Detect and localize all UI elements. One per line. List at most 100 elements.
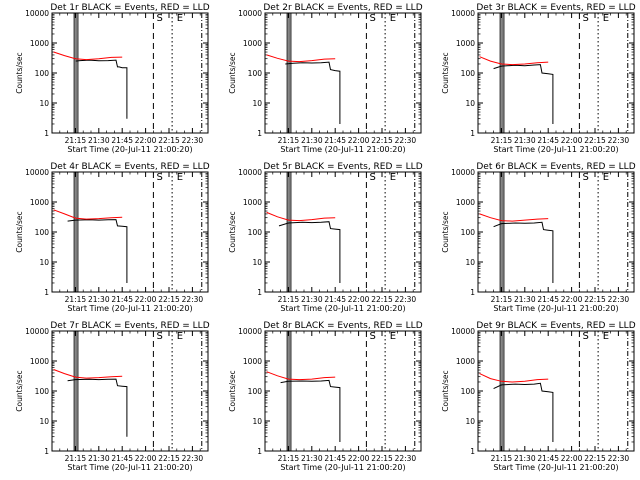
y-tick-label: 1 bbox=[44, 447, 49, 456]
end-marker-label: E bbox=[177, 13, 183, 24]
plot-frame bbox=[477, 12, 635, 134]
x-tick-label: 21:15 bbox=[491, 454, 513, 463]
y-tick-label: 100 bbox=[461, 69, 476, 78]
chart-title: Det 1r BLACK = Events, RED = LLD bbox=[50, 3, 209, 13]
start-marker-label: S bbox=[369, 331, 375, 342]
events-series-line bbox=[75, 59, 128, 119]
x-tick-label: 21:30 bbox=[301, 454, 323, 463]
x-tick-label: 21:45 bbox=[324, 454, 346, 463]
events-series-line bbox=[278, 221, 341, 283]
x-tick-label: 21:15 bbox=[491, 295, 513, 304]
x-tick-label: 21:30 bbox=[301, 136, 323, 145]
x-tick-label: 21:45 bbox=[111, 454, 133, 463]
y-tick-label: 1000 bbox=[30, 198, 49, 207]
y-tick-label: 1000 bbox=[243, 198, 262, 207]
detector-chart-1: Det 1r BLACK = Events, RED = LLD 1 10 100 10… bbox=[15, 3, 210, 154]
start-marker-label: S bbox=[582, 331, 588, 342]
events-series-line bbox=[285, 61, 341, 124]
y-tick-label: 10000 bbox=[238, 9, 262, 18]
start-marker-label: S bbox=[156, 331, 162, 342]
plot-frame bbox=[264, 171, 422, 293]
x-tick-label: 22:00 bbox=[348, 136, 370, 145]
plot-frame bbox=[51, 12, 209, 134]
end-marker-label: E bbox=[603, 172, 609, 183]
events-series-line bbox=[493, 64, 554, 124]
x-tick-label: 22:15 bbox=[371, 136, 393, 145]
x-tick-label: 21:45 bbox=[324, 295, 346, 304]
x-tick-label: 22:15 bbox=[584, 136, 606, 145]
x-axis-label: Start Time (20-Jul-11 21:00:20) bbox=[280, 145, 405, 154]
x-tick-label: 22:30 bbox=[182, 454, 204, 463]
detector-chart-8: Det 8r BLACK = Events, RED = LLD 1 10 100 10… bbox=[228, 321, 423, 472]
y-tick-label: 1 bbox=[44, 288, 49, 297]
x-tick-label: 22:00 bbox=[561, 454, 583, 463]
events-series-line bbox=[280, 379, 341, 442]
chart-title: Det 9r BLACK = Events, RED = LLD bbox=[476, 321, 635, 331]
detector-chart-7: Det 7r BLACK = Events, RED = LLD 1 10 100 10… bbox=[15, 321, 210, 472]
y-axis-label: Counts/sec bbox=[441, 370, 450, 411]
start-marker-label: S bbox=[156, 13, 162, 24]
end-marker-label: E bbox=[603, 331, 609, 342]
y-tick-label: 1 bbox=[470, 288, 475, 297]
x-tick-label: 22:00 bbox=[348, 295, 370, 304]
x-tick-label: 22:30 bbox=[395, 454, 417, 463]
x-tick-label: 22:30 bbox=[395, 136, 417, 145]
events-series-line bbox=[67, 219, 128, 283]
lld-series-line bbox=[53, 51, 123, 61]
x-tick-label: 21:15 bbox=[278, 454, 300, 463]
x-axis-label: Start Time (20-Jul-11 21:00:20) bbox=[493, 463, 618, 472]
y-tick-label: 10 bbox=[252, 99, 262, 108]
lld-series-line bbox=[266, 211, 336, 222]
x-tick-label: 22:00 bbox=[561, 136, 583, 145]
end-marker-label: E bbox=[177, 172, 183, 183]
end-marker-label: E bbox=[390, 172, 396, 183]
detector-chart-4: Det 4r BLACK = Events, RED = LLD 1 10 100 10… bbox=[15, 162, 210, 313]
start-marker-label: S bbox=[156, 172, 162, 183]
x-tick-label: 22:15 bbox=[584, 295, 606, 304]
x-axis-label: Start Time (20-Jul-11 21:00:20) bbox=[280, 304, 405, 313]
y-tick-label: 1000 bbox=[30, 357, 49, 366]
events-series-line bbox=[493, 221, 554, 283]
y-tick-label: 1 bbox=[470, 447, 475, 456]
y-tick-label: 10 bbox=[465, 417, 475, 426]
y-tick-label: 1000 bbox=[456, 198, 475, 207]
chart-title: Det 2r BLACK = Events, RED = LLD bbox=[263, 3, 422, 13]
x-tick-label: 22:00 bbox=[135, 136, 157, 145]
y-axis-label: Counts/sec bbox=[441, 211, 450, 252]
y-tick-label: 100 bbox=[461, 228, 476, 237]
plot-frame bbox=[51, 171, 209, 293]
y-tick-label: 100 bbox=[248, 387, 263, 396]
x-tick-label: 21:30 bbox=[88, 454, 110, 463]
x-tick-label: 22:15 bbox=[158, 136, 180, 145]
y-axis-label: Counts/sec bbox=[228, 370, 237, 411]
y-tick-label: 100 bbox=[35, 387, 50, 396]
y-tick-label: 100 bbox=[461, 387, 476, 396]
x-tick-label: 22:30 bbox=[182, 136, 204, 145]
start-marker-label: S bbox=[369, 172, 375, 183]
detector-chart-6: Det 6r BLACK = Events, RED = LLD 1 10 100 10… bbox=[441, 162, 636, 313]
y-tick-label: 1 bbox=[470, 129, 475, 138]
y-tick-label: 1000 bbox=[30, 39, 49, 48]
chart-title: Det 3r BLACK = Events, RED = LLD bbox=[476, 3, 635, 13]
lld-series-line bbox=[53, 369, 123, 379]
x-axis-label: Start Time (20-Jul-11 21:00:20) bbox=[67, 304, 192, 313]
y-axis-label: Counts/sec bbox=[15, 370, 24, 411]
x-axis-label: Start Time (20-Jul-11 21:00:20) bbox=[67, 145, 192, 154]
y-tick-label: 10000 bbox=[451, 168, 475, 177]
end-marker-label: E bbox=[603, 13, 609, 24]
detector-chart-9: Det 9r BLACK = Events, RED = LLD 1 10 100 10… bbox=[441, 321, 636, 472]
end-marker-label: E bbox=[390, 13, 396, 24]
end-marker-label: E bbox=[177, 331, 183, 342]
chart-title: Det 6r BLACK = Events, RED = LLD bbox=[476, 162, 635, 172]
y-axis-label: Counts/sec bbox=[15, 52, 24, 93]
x-axis-label: Start Time (20-Jul-11 21:00:20) bbox=[493, 304, 618, 313]
chart-title: Det 4r BLACK = Events, RED = LLD bbox=[50, 162, 209, 172]
x-tick-label: 21:45 bbox=[537, 295, 559, 304]
y-axis-label: Counts/sec bbox=[441, 52, 450, 93]
y-tick-label: 10000 bbox=[25, 327, 49, 336]
y-tick-label: 10000 bbox=[238, 327, 262, 336]
x-tick-label: 22:00 bbox=[135, 295, 157, 304]
x-tick-label: 21:45 bbox=[111, 136, 133, 145]
events-series-line bbox=[67, 378, 128, 437]
